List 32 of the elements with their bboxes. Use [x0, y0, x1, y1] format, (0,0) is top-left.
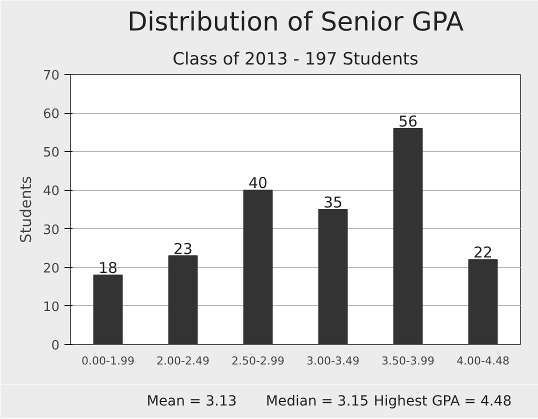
data-label: 56	[398, 112, 418, 130]
y-tick-label: 30	[42, 222, 60, 238]
data-label: 23	[173, 240, 193, 258]
y-tick-label: 70	[42, 68, 60, 84]
x-tick-label: 2.50-2.99	[232, 354, 284, 368]
y-tick-label: 0	[51, 338, 60, 354]
bar	[168, 255, 198, 344]
data-label: 18	[98, 259, 118, 278]
x-tick-label: 0.00-1.99	[82, 354, 134, 368]
x-tick-label: 4.00-4.48	[456, 354, 510, 368]
chart-subtitle: Class of 2013 - 197 Students	[172, 50, 419, 70]
data-label: 22	[473, 244, 493, 262]
x-tick-label: 3.00-3.49	[306, 354, 360, 368]
text: Highest GPA = 4.48	[374, 394, 512, 410]
y-tick-label: 50	[42, 146, 60, 161]
bar	[468, 259, 498, 344]
bar	[318, 209, 348, 344]
bar	[243, 190, 273, 344]
y-tick-label: 10	[42, 300, 60, 315]
x-tick-label: 2.00-2.49	[156, 354, 210, 368]
y-tick-label: 60	[42, 107, 60, 122]
y-tick-label: 40	[42, 184, 60, 200]
text: Median = 3.15	[266, 394, 369, 410]
chart-title: Distribution of Senior GPA	[127, 8, 464, 38]
text: Mean = 3.13	[146, 394, 237, 410]
y-axis-title: Students	[16, 176, 35, 243]
y-tick-label: 20	[42, 261, 60, 276]
data-label: 40	[248, 174, 268, 192]
bar	[93, 274, 123, 344]
data-label: 35	[323, 194, 343, 212]
bar	[393, 128, 423, 344]
x-tick-label: 3.50-3.99	[382, 354, 434, 368]
